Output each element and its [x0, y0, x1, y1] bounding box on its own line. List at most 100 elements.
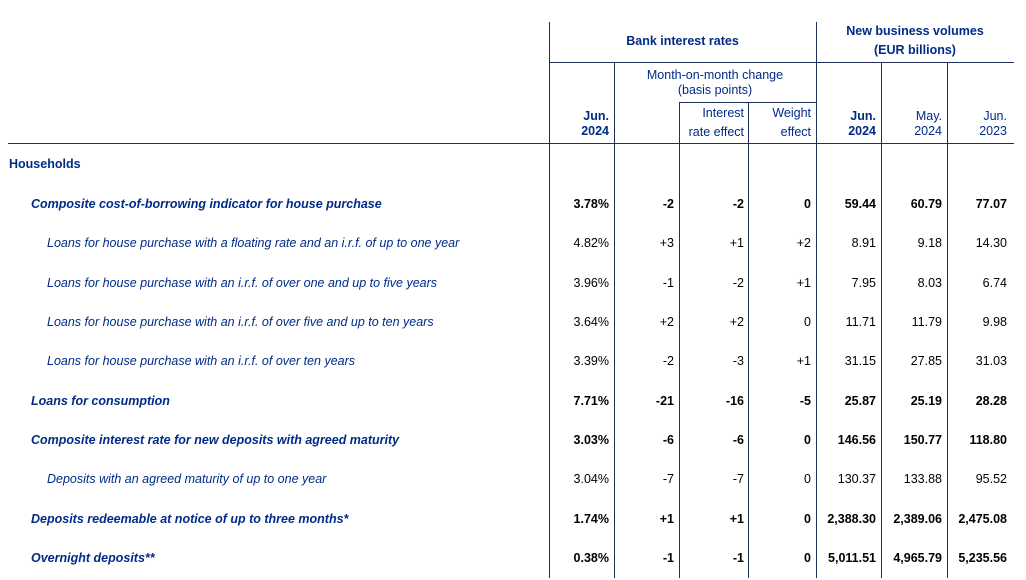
volume-jun-2024-cell: 11.71: [845, 315, 876, 329]
interest-rate-effect-cell: +1: [729, 236, 744, 250]
volume-jun-2024-cell: 31.15: [844, 354, 876, 368]
mom-change-unit: (basis points): [677, 83, 753, 97]
mom-change-header: Month-on-month change: [646, 68, 784, 82]
weight-effect-cell: 0: [804, 472, 811, 486]
rate-jun-2024-cell: 3.78%: [573, 197, 609, 211]
volume-jun-2023-cell: 2,475.08: [958, 512, 1007, 526]
divider: [549, 22, 550, 578]
divider: [8, 143, 1014, 144]
rate-jun-2024-cell: 3.96%: [573, 276, 609, 290]
weight-effect-header: Weight: [772, 106, 811, 120]
weight-effect-cell: 0: [804, 512, 811, 526]
mom-change-cell: -2: [662, 354, 674, 368]
interest-rate-effect-cell: +2: [729, 315, 744, 329]
volume-jun-2024-cell: 146.56: [837, 433, 876, 447]
volume-jun-2023-cell: 28.28: [975, 394, 1007, 408]
volume-jun-2024-cell: 7.95: [851, 276, 876, 290]
volume-jun-2023-cell: 14.30: [975, 236, 1007, 250]
rate-jun-2024-header: 2024: [581, 124, 609, 138]
weight-effect-cell: 0: [804, 197, 811, 211]
interest-rate-effect-cell: -2: [732, 197, 744, 211]
rate-jun-2024-cell: 3.04%: [573, 472, 609, 486]
mom-change-cell: -2: [662, 197, 674, 211]
volume-jun-2023-cell: 95.52: [975, 472, 1007, 486]
volume-may-2024-cell: 4,965.79: [893, 551, 942, 565]
interest-rate-effect-cell: -7: [732, 472, 744, 486]
row-label: Loans for house purchase with an i.r.f. …: [47, 276, 438, 290]
interest-rate-effect-cell: -3: [732, 354, 744, 368]
weight-effect-cell: -5: [799, 394, 811, 408]
volume-jun-2023-cell: 31.03: [975, 354, 1007, 368]
volume-jun-2024-header: Jun.: [850, 109, 876, 123]
interest-rate-effect-cell: -16: [725, 394, 744, 408]
rate-jun-2024-cell: 7.71%: [573, 394, 609, 408]
row-label: Composite interest rate for new deposits…: [31, 433, 400, 447]
rate-jun-2024-cell: 3.03%: [573, 433, 609, 447]
volume-jun-2023-header: Jun.: [983, 109, 1007, 123]
volume-may-2024-cell: 9.18: [917, 236, 942, 250]
row-label: Loans for house purchase with a floating…: [47, 236, 460, 250]
volume-jun-2023-cell: 9.98: [982, 315, 1007, 329]
new-business-volumes-unit: (EUR billions): [874, 43, 956, 57]
row-label: Loans for consumption: [31, 394, 170, 408]
divider: [881, 62, 882, 578]
interest-rate-effect-cell: +1: [729, 512, 744, 526]
volume-jun-2024-cell: 8.91: [851, 236, 876, 250]
rate-jun-2024-cell: 1.74%: [573, 512, 609, 526]
weight-effect-cell: 0: [804, 315, 811, 329]
volume-may-2024-cell: 27.85: [910, 354, 942, 368]
row-label: Deposits with an agreed maturity of up t…: [47, 472, 327, 486]
divider: [947, 62, 948, 578]
volume-may-2024-cell: 8.03: [917, 276, 942, 290]
row-label: Deposits redeemable at notice of up to t…: [31, 512, 349, 526]
divider: [679, 102, 816, 103]
volume-jun-2024-header: 2024: [848, 124, 876, 138]
bank-interest-rates-header: Bank interest rates: [626, 34, 739, 48]
rate-jun-2024-cell: 4.82%: [573, 236, 609, 250]
divider: [549, 62, 1014, 63]
weight-effect-cell: +2: [796, 236, 811, 250]
interest-rate-effect-cell: -1: [732, 551, 744, 565]
mom-change-cell: -1: [662, 551, 674, 565]
volume-jun-2023-header: 2023: [979, 124, 1007, 138]
rate-jun-2024-header: Jun.: [583, 109, 609, 123]
volume-may-2024-header: 2024: [914, 124, 942, 138]
row-label: Overnight deposits**: [31, 551, 155, 565]
mom-change-cell: -21: [655, 394, 674, 408]
volume-jun-2024-cell: 130.37: [837, 472, 876, 486]
mom-change-cell: +1: [659, 512, 674, 526]
weight-effect-cell: 0: [804, 433, 811, 447]
divider: [816, 22, 817, 578]
row-label: Loans for house purchase with an i.r.f. …: [47, 354, 356, 368]
divider: [748, 102, 749, 578]
volume-jun-2023-cell: 6.74: [982, 276, 1007, 290]
volume-may-2024-header: May.: [915, 109, 942, 123]
divider: [614, 62, 615, 578]
divider: [679, 102, 680, 578]
interest-rate-effect-cell: -2: [732, 276, 744, 290]
volume-jun-2024-cell: 2,388.30: [827, 512, 876, 526]
mom-change-cell: +3: [659, 236, 674, 250]
volume-may-2024-cell: 60.79: [910, 197, 942, 211]
volume-may-2024-cell: 133.88: [903, 472, 942, 486]
volume-may-2024-cell: 150.77: [903, 433, 942, 447]
volume-may-2024-cell: 25.19: [910, 394, 942, 408]
weight-effect-cell: +1: [796, 276, 811, 290]
volume-jun-2024-cell: 5,011.51: [828, 551, 876, 565]
mom-change-cell: -1: [662, 276, 674, 290]
volume-jun-2024-cell: 59.44: [844, 197, 876, 211]
weight-effect-header: effect: [780, 125, 811, 139]
mom-change-cell: -6: [662, 433, 674, 447]
weight-effect-cell: +1: [796, 354, 811, 368]
interest-rate-effect-cell: -6: [732, 433, 744, 447]
interest-rate-effect-header: Interest: [702, 106, 744, 120]
row-label: Composite cost-of-borrowing indicator fo…: [31, 197, 382, 211]
volume-jun-2023-cell: 5,235.56: [958, 551, 1007, 565]
interest-rate-effect-header: rate effect: [688, 125, 744, 139]
weight-effect-cell: 0: [804, 551, 811, 565]
rate-jun-2024-cell: 0.38%: [573, 551, 609, 565]
volume-jun-2023-cell: 118.80: [969, 433, 1007, 447]
new-business-volumes-header: New business volumes: [846, 24, 984, 38]
volume-jun-2023-cell: 77.07: [975, 197, 1007, 211]
